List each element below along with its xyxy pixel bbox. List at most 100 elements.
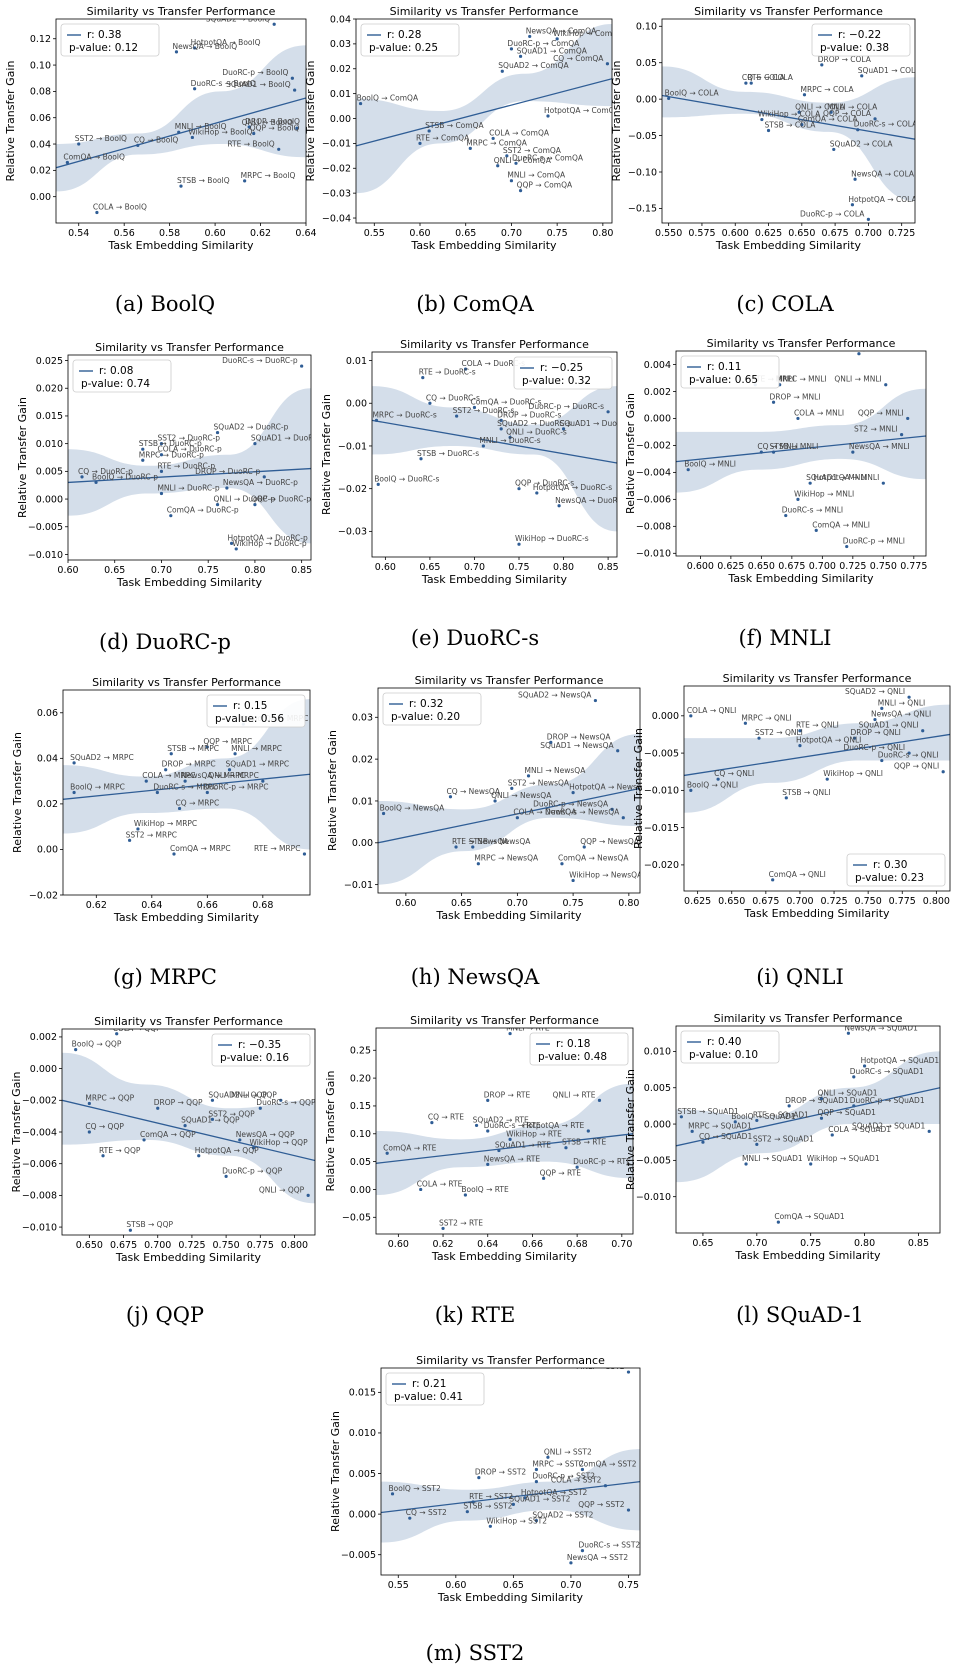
- data-point-label: MNLI → QNLI: [878, 698, 925, 707]
- data-point: [302, 852, 307, 856]
- data-point-label: DuoRC-p → SQuAD1: [850, 1096, 925, 1105]
- data-point: [759, 450, 763, 454]
- chart-title: Similarity vs Transfer Performance: [390, 5, 579, 18]
- data-point: [243, 179, 247, 183]
- data-point: [814, 528, 818, 532]
- data-point-label: RTE → MRPC: [254, 844, 300, 853]
- chart-title: Similarity vs Transfer Performance: [92, 676, 281, 689]
- data-point-label: SST2 → QNLI: [755, 728, 803, 737]
- x-tick-label: 0.68: [252, 900, 273, 911]
- legend: r: −0.35p-value: 0.16: [211, 1033, 311, 1067]
- x-axis-label: Task Embedding Similarity: [715, 239, 862, 252]
- y-axis-label: Relative Transfer Gain: [320, 394, 333, 515]
- y-axis-label: Relative Transfer Gain: [610, 61, 623, 182]
- data-point-label: SST2 → DuoRC-s: [453, 406, 515, 415]
- x-tick-label: 0.775: [889, 896, 916, 907]
- data-point: [586, 1129, 590, 1133]
- y-tick-label: 0.12: [30, 34, 51, 45]
- data-point-label: DuoRC-p → DuoRC-s: [529, 402, 605, 411]
- y-axis-label: Relative Transfer Gain: [624, 1069, 637, 1190]
- legend-pvalue: p-value: 0.10: [689, 1049, 758, 1061]
- data-point: [873, 717, 877, 722]
- data-point: [679, 1115, 683, 1119]
- data-point: [488, 1524, 492, 1528]
- data-point-label: CQ → SQuAD1: [699, 1132, 753, 1141]
- data-point: [845, 544, 849, 549]
- y-tick-label: 0.02: [37, 799, 58, 810]
- y-tick-label: 0.00: [350, 1185, 371, 1196]
- data-point-label: MRPC → NewsQA: [474, 854, 539, 863]
- data-point: [238, 1138, 242, 1142]
- data-point: [428, 401, 432, 405]
- data-point: [509, 179, 514, 183]
- data-point-label: BoolQ → DuoRC-s: [374, 474, 439, 483]
- data-point: [128, 838, 132, 842]
- legend-r: r: 0.28: [387, 29, 421, 41]
- legend-pvalue: p-value: 0.25: [369, 42, 438, 54]
- subfigure-caption: (c) COLA: [736, 292, 834, 316]
- x-tick-label: 0.75: [547, 228, 568, 239]
- data-point-label: NewsQA → MNLI: [849, 442, 910, 451]
- x-tick-label: 0.600: [687, 561, 714, 572]
- data-point: [164, 768, 168, 772]
- y-tick-label: −0.010: [636, 549, 671, 560]
- data-point-label: DuoRC-p → QQP: [222, 1166, 283, 1175]
- subfigure-caption: (f) MNLI: [739, 626, 832, 650]
- x-tick-label: 0.725: [820, 896, 847, 907]
- data-point: [546, 114, 550, 118]
- legend-pvalue: p-value: 0.56: [215, 713, 284, 725]
- data-point-label: BoolQ → QNLI: [687, 780, 738, 789]
- data-point: [169, 514, 173, 518]
- data-point: [701, 1140, 705, 1144]
- data-point-label: DuoRC-s → ComQA: [512, 153, 584, 162]
- y-tick-label: 0.00: [636, 94, 657, 105]
- data-point: [258, 1106, 262, 1110]
- data-point-label: DROP → DuoRC-p: [195, 467, 260, 476]
- data-point: [144, 779, 148, 783]
- data-point: [142, 1138, 146, 1142]
- data-point-label: SST2 → DuoRC-p: [157, 434, 220, 443]
- data-point: [374, 418, 379, 422]
- x-tick-label: 0.64: [477, 1239, 498, 1250]
- data-point-label: STSB → MNLI: [770, 442, 819, 451]
- regression-line: [56, 97, 306, 169]
- data-point: [716, 777, 720, 781]
- x-tick-label: 0.600: [722, 228, 749, 239]
- data-point-label: DROP → QQP: [154, 1098, 203, 1107]
- x-tick-label: 0.625: [755, 228, 782, 239]
- y-tick-label: 0.15: [350, 1101, 371, 1112]
- y-tick-label: 0.000: [349, 1509, 376, 1520]
- axes-frame: [355, 18, 613, 224]
- data-point-label: MNLI → RTE: [506, 1024, 550, 1033]
- chart-title: Similarity vs Transfer Performance: [415, 674, 604, 687]
- data-point: [509, 47, 514, 51]
- data-point-label: DROP → SQuAD1: [785, 1096, 849, 1105]
- data-point: [496, 164, 500, 168]
- data-point-label: ComQA → QNLI: [769, 870, 826, 879]
- data-point-label: STSB → QNLI: [782, 788, 830, 797]
- data-point-label: DuoRC-s → COLA: [854, 120, 918, 129]
- x-tick-label: 0.85: [291, 565, 312, 576]
- data-point-label: RTE → SQuAD1: [753, 1110, 809, 1119]
- data-point-label: SQuAD2 → NewsQA: [518, 691, 592, 700]
- axes-frame: [380, 1367, 641, 1576]
- y-axis-label: Relative Transfer Gain: [4, 61, 17, 182]
- x-axis-label: Task Embedding Similarity: [727, 572, 874, 585]
- data-point-label: DuoRC-s → NewsQA: [545, 808, 620, 817]
- data-point: [689, 714, 693, 718]
- data-point: [253, 442, 257, 446]
- data-point-label: CQ → DuoRC-p: [78, 467, 133, 476]
- data-point-label: SST2 → SQuAD1: [753, 1134, 814, 1143]
- data-point-label: BoolQ → SQuAD1: [731, 1112, 796, 1121]
- data-point: [508, 1031, 512, 1036]
- data-point: [156, 1106, 160, 1110]
- confidence-band: [684, 704, 950, 813]
- legend: r: 0.15p-value: 0.56: [206, 694, 306, 728]
- data-point-label: NewsQA → DuoRC-p: [223, 478, 298, 487]
- y-axis-label: Relative Transfer Gain: [304, 61, 317, 182]
- y-tick-label: −0.006: [22, 1159, 57, 1170]
- x-tick-label: 0.65: [503, 1580, 524, 1591]
- y-tick-label: 0.002: [644, 387, 671, 398]
- data-point-label: ComQA → MNLI: [812, 520, 870, 529]
- data-point-label: DROP → COLA: [818, 55, 872, 64]
